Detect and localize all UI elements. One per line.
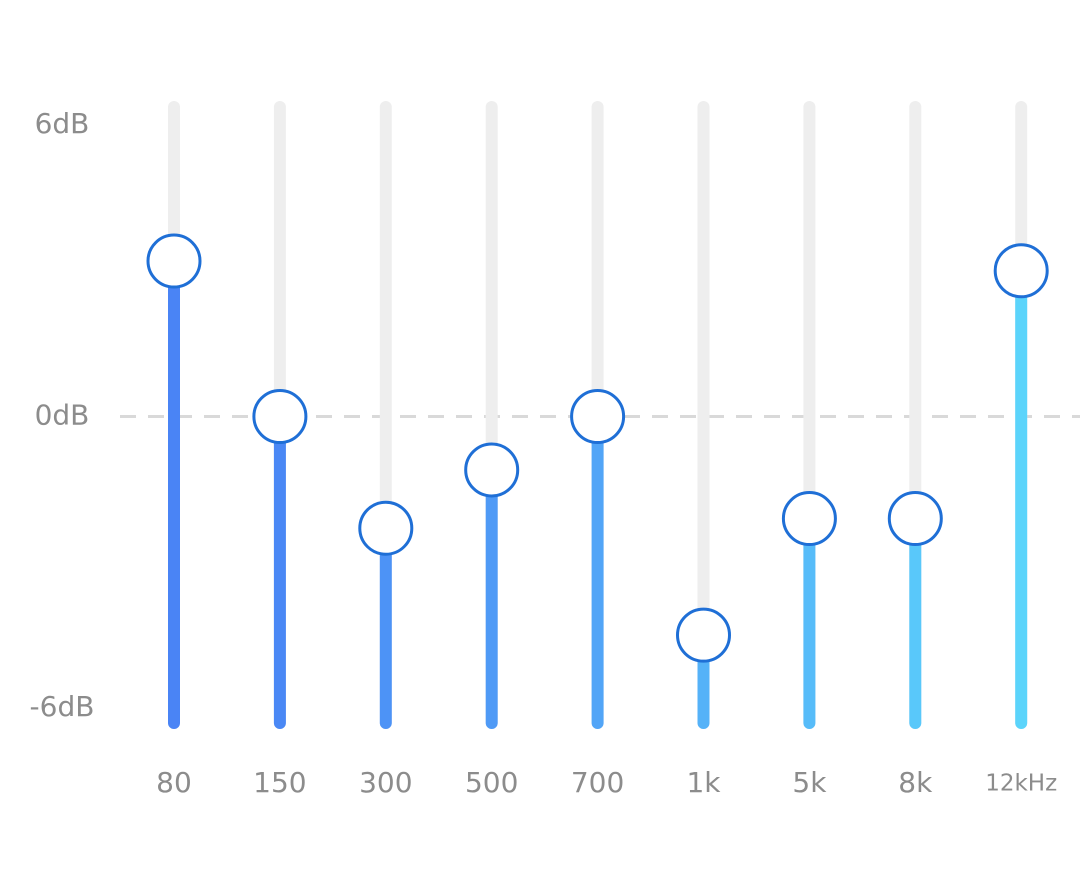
band-label: 150: [253, 766, 306, 799]
band-label: 300: [359, 766, 412, 799]
slider-knob[interactable]: [887, 491, 943, 547]
band-label: 80: [156, 766, 192, 799]
y-tick-label: 6dB: [35, 107, 90, 140]
band-label: 500: [465, 766, 518, 799]
slider-knob[interactable]: [146, 233, 202, 289]
y-tick-label: -6dB: [30, 690, 95, 723]
band-label: 5k: [792, 766, 827, 799]
band-label: 700: [571, 766, 624, 799]
slider-knob[interactable]: [993, 243, 1049, 299]
slider-knob[interactable]: [464, 442, 520, 498]
y-tick-label: 0dB: [35, 399, 90, 432]
band-label: 12kHz: [985, 771, 1057, 797]
slider-knob[interactable]: [676, 607, 731, 663]
slider-knob[interactable]: [358, 500, 414, 556]
band-label: 8k: [898, 766, 933, 799]
slider-knob[interactable]: [252, 389, 308, 444]
band-label: 1k: [686, 766, 721, 799]
slider-knob[interactable]: [781, 491, 837, 547]
slider-knob[interactable]: [570, 389, 626, 444]
